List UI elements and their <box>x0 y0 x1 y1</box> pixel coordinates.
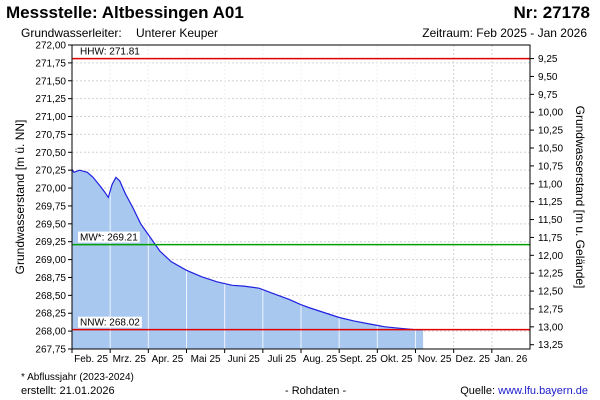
series-area <box>72 169 424 349</box>
y-tick-label: 267,75 <box>35 345 66 356</box>
station-number: Nr: 27178 <box>513 3 590 22</box>
y-tick-label: 268,25 <box>35 309 66 320</box>
aquifer-label: Grundwasserleiter: <box>21 26 122 40</box>
y-tick-label: 272,00 <box>35 41 66 52</box>
y2-tick-label: 10,25 <box>538 126 563 137</box>
y-tick-label: 271,50 <box>35 76 66 87</box>
y-tick-label: 269,00 <box>35 255 66 266</box>
reference-label-bg <box>78 316 142 328</box>
y-tick-label: 270,00 <box>35 184 66 195</box>
y-tick-label: 269,50 <box>35 219 66 230</box>
x-tick-label: Apr. 25 <box>152 354 184 365</box>
reference-label-bg <box>78 231 140 243</box>
x-tick-label: Juli 25 <box>267 354 296 365</box>
x-tick-label: Feb. 25 <box>74 354 108 365</box>
x-tick-label: Juni 25 <box>228 354 261 365</box>
y2-tick-label: 12,00 <box>538 251 563 262</box>
y2-tick-label: 12,25 <box>538 269 563 280</box>
y-tick-label: 270,50 <box>35 148 66 159</box>
y2-tick-label: 12,75 <box>538 304 563 315</box>
y-axis-label: Grundwasserstand [m ü. NN] <box>13 120 27 275</box>
period-label: Zeitraum: Feb 2025 - Jan 2026 <box>422 26 587 40</box>
y2-tick-label: 13,25 <box>538 340 563 351</box>
x-tick-label: Nov. 25 <box>418 354 452 365</box>
y-tick-label: 269,25 <box>35 237 66 248</box>
y2-tick-label: 11,25 <box>538 197 563 208</box>
source-link[interactable]: www.lfu.bayern.de <box>498 385 588 397</box>
y2-axis-label: Grundwasserstand [m u. Gelände] <box>573 106 587 289</box>
y2-tick-label: 12,50 <box>538 287 563 298</box>
x-tick-label: Mai 25 <box>191 354 221 365</box>
y2-tick-label: 10,00 <box>538 108 563 119</box>
reference-label: HHW: 271.81 <box>80 47 140 58</box>
x-tick-label: Sept. 25 <box>340 354 378 365</box>
y-tick-label: 269,75 <box>35 201 66 212</box>
x-tick-label: Mrz. 25 <box>113 354 147 365</box>
rawdata-label: - Rohdaten - <box>285 385 347 397</box>
x-tick-label: Dez. 25 <box>456 354 491 365</box>
y2-tick-label: 11,50 <box>538 215 563 226</box>
y-tick-label: 271,25 <box>35 94 66 105</box>
reference-label-bg <box>78 45 142 57</box>
reference-label: NNW: 268.02 <box>80 318 140 329</box>
y-tick-label: 270,75 <box>35 130 66 141</box>
y-tick-label: 270,25 <box>35 166 66 177</box>
x-tick-label: Jan. 26 <box>495 354 528 365</box>
y2-tick-label: 11,75 <box>538 233 563 244</box>
y2-tick-label: 13,00 <box>538 322 563 333</box>
source: Quelle: www.lfu.bayern.de <box>460 385 588 397</box>
y-tick-label: 268,75 <box>35 273 66 284</box>
y-tick-label: 268,00 <box>35 327 66 338</box>
y2-tick-label: 11,00 <box>538 179 563 190</box>
y2-tick-label: 9,25 <box>538 54 558 65</box>
y2-tick-label: 10,50 <box>538 144 563 155</box>
y-tick-label: 271,00 <box>35 112 66 123</box>
y2-tick-label: 9,75 <box>538 90 558 101</box>
source-label: Quelle: <box>460 385 499 397</box>
y-tick-label: 268,50 <box>35 291 66 302</box>
reference-label: MW*: 269.21 <box>80 233 138 244</box>
y-tick-label: 271,75 <box>35 58 66 69</box>
x-tick-label: Okt. 25 <box>380 354 413 365</box>
y2-tick-label: 10,75 <box>538 161 563 172</box>
page-title: Messstelle: Altbessingen A01 <box>6 3 244 22</box>
y2-tick-label: 9,50 <box>538 72 558 83</box>
footnote: * Abflussjahr (2023-2024) <box>21 372 134 383</box>
series-line <box>71 169 424 331</box>
x-tick-label: Aug. 25 <box>303 354 338 365</box>
aquifer-value: Unterer Keuper <box>136 26 219 40</box>
created-date: erstellt: 21.01.2026 <box>21 385 115 397</box>
